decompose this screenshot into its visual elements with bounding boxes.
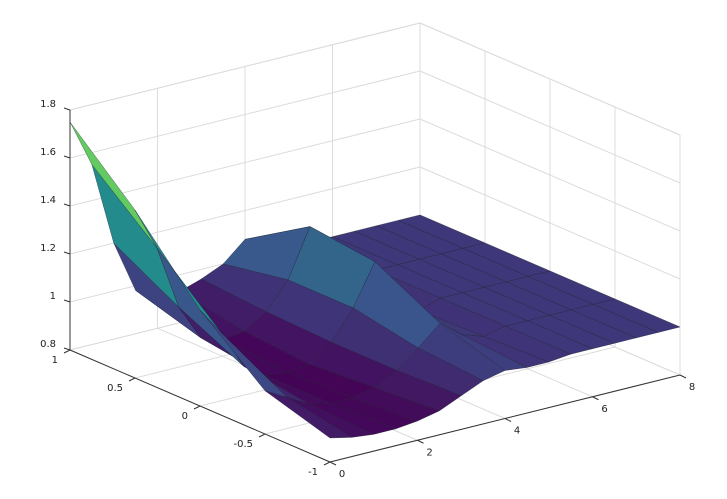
box-edge <box>69 22 421 111</box>
z-tick-label: 1 <box>50 291 56 302</box>
x-tick-label: 8 <box>689 382 695 393</box>
y-tick-label: 0 <box>182 411 188 422</box>
x-tick <box>679 374 687 379</box>
z-tick <box>63 107 71 111</box>
grid-line <box>419 118 681 232</box>
x-tick <box>592 396 599 401</box>
z-tick <box>63 299 71 303</box>
z-tick <box>63 251 71 255</box>
y-tick <box>128 377 136 382</box>
z-tick <box>63 347 71 351</box>
x-tick-label: 4 <box>514 426 520 437</box>
box-edge <box>419 22 681 136</box>
y-tick <box>258 433 266 438</box>
z-tick <box>63 203 71 207</box>
y-tick-label: 1 <box>52 355 58 366</box>
y-tick <box>193 405 201 410</box>
z-tick-label: 0.8 <box>40 339 56 350</box>
grid-line <box>69 118 421 207</box>
y-tick <box>63 349 71 354</box>
x-tick-label: 2 <box>426 447 432 458</box>
grid-line <box>69 70 421 159</box>
x-tick-label: 6 <box>601 404 607 415</box>
z-tick-label: 1.2 <box>40 243 56 254</box>
x-tick-label: 0 <box>339 469 345 480</box>
surface-patch <box>264 390 353 439</box>
grid-line <box>419 166 681 280</box>
y-tick-label: -1 <box>308 467 318 478</box>
grid-line <box>419 70 681 184</box>
y-tick-label: 0.5 <box>107 383 123 394</box>
y-tick-label: -0.5 <box>233 439 253 450</box>
z-tick <box>63 155 71 159</box>
x-tick <box>504 418 512 422</box>
z-tick-label: 1.8 <box>40 99 56 110</box>
z-tick-label: 1.6 <box>40 147 56 158</box>
y-tick <box>323 461 331 466</box>
z-tick-label: 1.4 <box>40 195 56 206</box>
x-tick <box>329 461 337 466</box>
x-tick <box>417 439 424 444</box>
